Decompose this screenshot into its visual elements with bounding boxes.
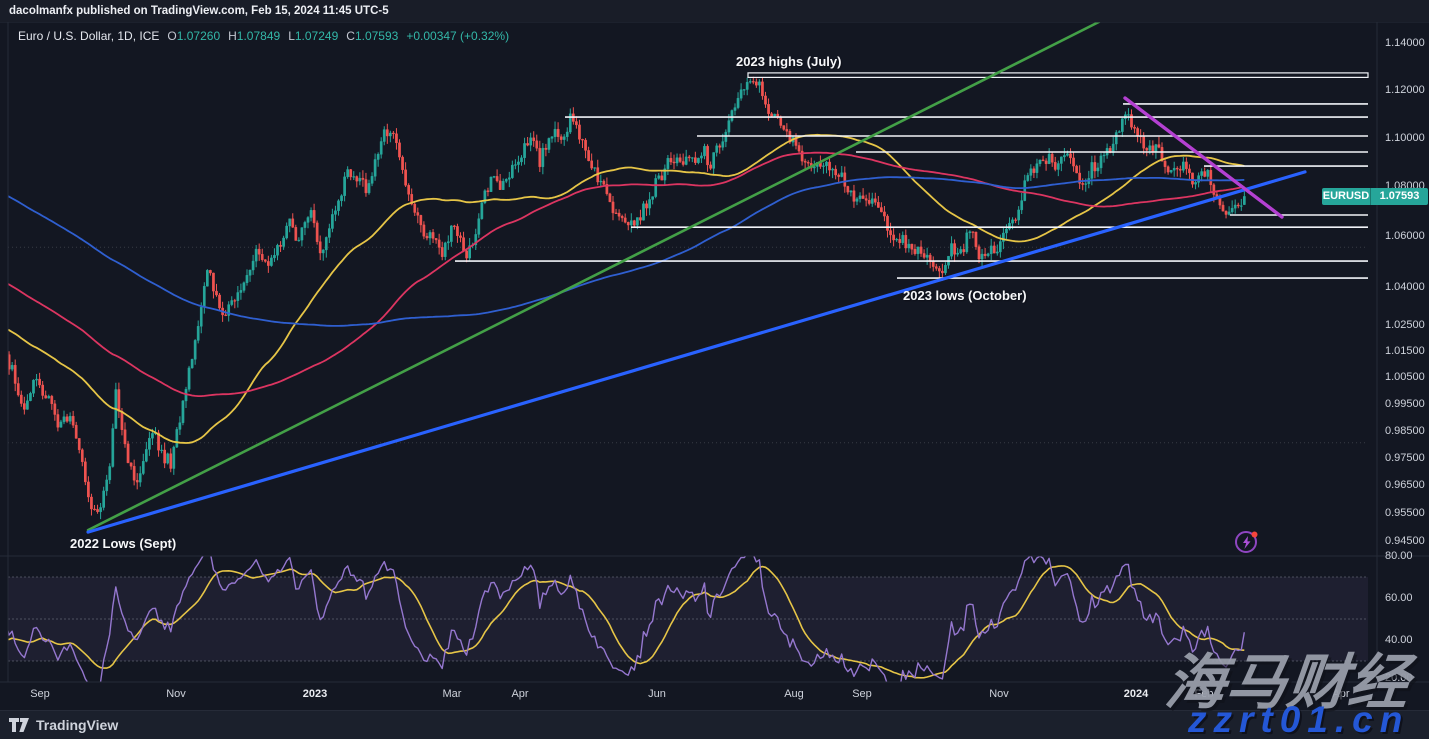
price-tick-label: 1.12000	[1385, 83, 1425, 96]
streak-flash-icon[interactable]	[1233, 528, 1261, 556]
symbol-title[interactable]: Euro / U.S. Dollar, 1D, ICE	[18, 29, 160, 43]
time-tick-label: Sep	[30, 688, 50, 700]
tradingview-wordmark[interactable]: TradingView	[36, 717, 119, 733]
tradingview-logo-icon[interactable]	[9, 717, 29, 733]
time-tick-label: Nov	[166, 688, 186, 700]
current-price-badge: EURUSD 1.07593	[1322, 187, 1428, 205]
down-candle-wicks	[8, 76, 1239, 516]
rsi-tick-label: 80.00	[1385, 550, 1413, 562]
price-tick-label: 1.02500	[1385, 319, 1425, 331]
rsi-tick-label: 60.00	[1385, 592, 1413, 604]
price-tick-label: 1.00500	[1385, 371, 1425, 384]
down-candle-bodies	[8, 81, 1240, 513]
time-tick-label: Sep	[852, 688, 872, 700]
time-tick-label: Jun	[648, 688, 666, 700]
ohlc-low: L1.07249	[288, 29, 339, 43]
ohlc-close: C1.07593	[346, 29, 399, 43]
ma-line-200	[8, 176, 1245, 327]
price-tick-label: 0.95500	[1385, 506, 1425, 519]
flash-ring	[1235, 531, 1257, 553]
time-tick-label: 2023	[302, 688, 328, 700]
time-tick-label: Mar	[442, 688, 462, 700]
notification-dot	[1251, 531, 1258, 538]
price-badge-value: 1.07593	[1379, 190, 1420, 203]
annotation-2022-lows: 2022 Lows (Sept)	[70, 536, 177, 551]
price-tick-label: 1.14000	[1385, 37, 1425, 49]
change-value: +0.00347 (+0.32%)	[406, 29, 510, 43]
zone-2023-july-high-zone[interactable]	[747, 72, 1369, 79]
footer-bar: TradingView	[0, 710, 1429, 739]
rsi-line	[8, 556, 1245, 682]
ohlc-open: O1.07260	[167, 29, 221, 43]
price-tick-label: 1.10000	[1385, 131, 1425, 144]
price-tick-label: 0.97500	[1385, 451, 1425, 464]
annotation-2023-lows: 2023 lows (October)	[903, 288, 1027, 303]
publish-bar: dacolmanfx published on TradingView.com,…	[0, 0, 1429, 22]
trendline-blue-major-uptrend[interactable]	[86, 170, 1307, 534]
price-badge-symbol: EURUSD	[1322, 190, 1370, 203]
price-tick-label: 1.06000	[1385, 230, 1425, 242]
price-tick-label: 0.94500	[1385, 534, 1425, 547]
price-badge-divider	[1370, 187, 1371, 205]
up-candle-bodies	[10, 81, 1246, 513]
up-candle-wicks	[11, 77, 1245, 520]
rsi-smoothing-line	[8, 565, 1245, 679]
publish-info-text: dacolmanfx published on TradingView.com,…	[9, 5, 389, 17]
watermark-url: zzrt01.cn	[1188, 699, 1410, 739]
ma-line-100	[8, 151, 1245, 397]
rsi-pane[interactable]	[3, 551, 1368, 690]
symbol-legend[interactable]: Euro / U.S. Dollar, 1D, ICE O1.07260 H1.…	[18, 29, 509, 43]
price-tick-label: 0.98500	[1385, 424, 1425, 437]
trendline-green-steep-uptrend[interactable]	[86, 22, 1101, 532]
time-tick-label: Feb	[1194, 688, 1214, 700]
main-pane[interactable]	[2, 22, 1369, 534]
time-tick-label: Aug	[784, 688, 804, 700]
ma-line-50	[8, 133, 1245, 444]
ohlc-high: H1.07849	[228, 29, 281, 43]
time-tick-label: Nov	[989, 688, 1009, 700]
rsi-tick-label: 40.00	[1385, 634, 1413, 646]
price-tick-label: 0.96500	[1385, 479, 1425, 491]
price-tick-label: 1.01500	[1385, 345, 1425, 357]
time-tick-label: Apr	[511, 688, 529, 700]
price-tick-label: 1.04000	[1385, 280, 1425, 293]
rsi-tick-label: 20.00	[1385, 672, 1413, 684]
annotation-2023-highs: 2023 highs (July)	[736, 54, 842, 69]
time-tick-label: Apr	[1332, 688, 1350, 700]
time-tick-label: 2024	[1123, 688, 1149, 700]
price-tick-label: 0.99500	[1385, 397, 1425, 410]
lightning-bolt-icon	[1243, 536, 1251, 549]
trendline-purple-downtrend[interactable]	[1123, 96, 1284, 219]
